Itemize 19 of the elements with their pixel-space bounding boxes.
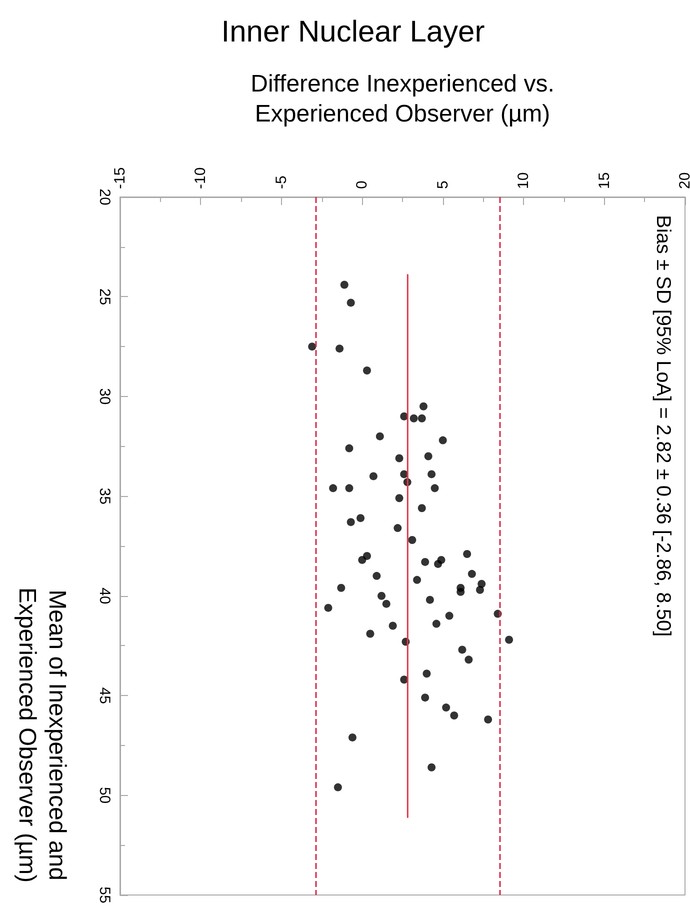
x-axis-title: Difference Inexperienced vs. Experienced Observer (µm) bbox=[250, 70, 554, 128]
y-tick-label: 50 bbox=[96, 786, 113, 804]
y-tick-label: 55 bbox=[96, 886, 113, 904]
y-axis-title: Mean of Inexperienced and Experienced Observer (µm) bbox=[14, 587, 70, 883]
x-tick-label: 20 bbox=[676, 172, 690, 189]
x-tick-label: -15 bbox=[112, 167, 128, 189]
y-tick-label: 40 bbox=[96, 588, 113, 604]
x-tick-label: -10 bbox=[192, 167, 210, 189]
x-tick-label: 0 bbox=[354, 180, 371, 189]
x-tick-label: 5 bbox=[434, 180, 452, 189]
x-tick-label: 10 bbox=[515, 172, 532, 189]
y-tick-label: 25 bbox=[96, 288, 113, 306]
y-tick-label: 45 bbox=[96, 687, 113, 704]
annotation: Bias ± SD [95% LoA] = 2.82 ± 0.36 [-2.86, 8.50] bbox=[652, 215, 674, 637]
y-tick-label: 30 bbox=[96, 388, 113, 405]
y-tick-label: 35 bbox=[96, 488, 113, 504]
chart-title: Inner Nuclear Layer bbox=[221, 16, 485, 48]
x-tick-label: -5 bbox=[272, 176, 290, 189]
x-tick-label: 15 bbox=[596, 172, 613, 189]
